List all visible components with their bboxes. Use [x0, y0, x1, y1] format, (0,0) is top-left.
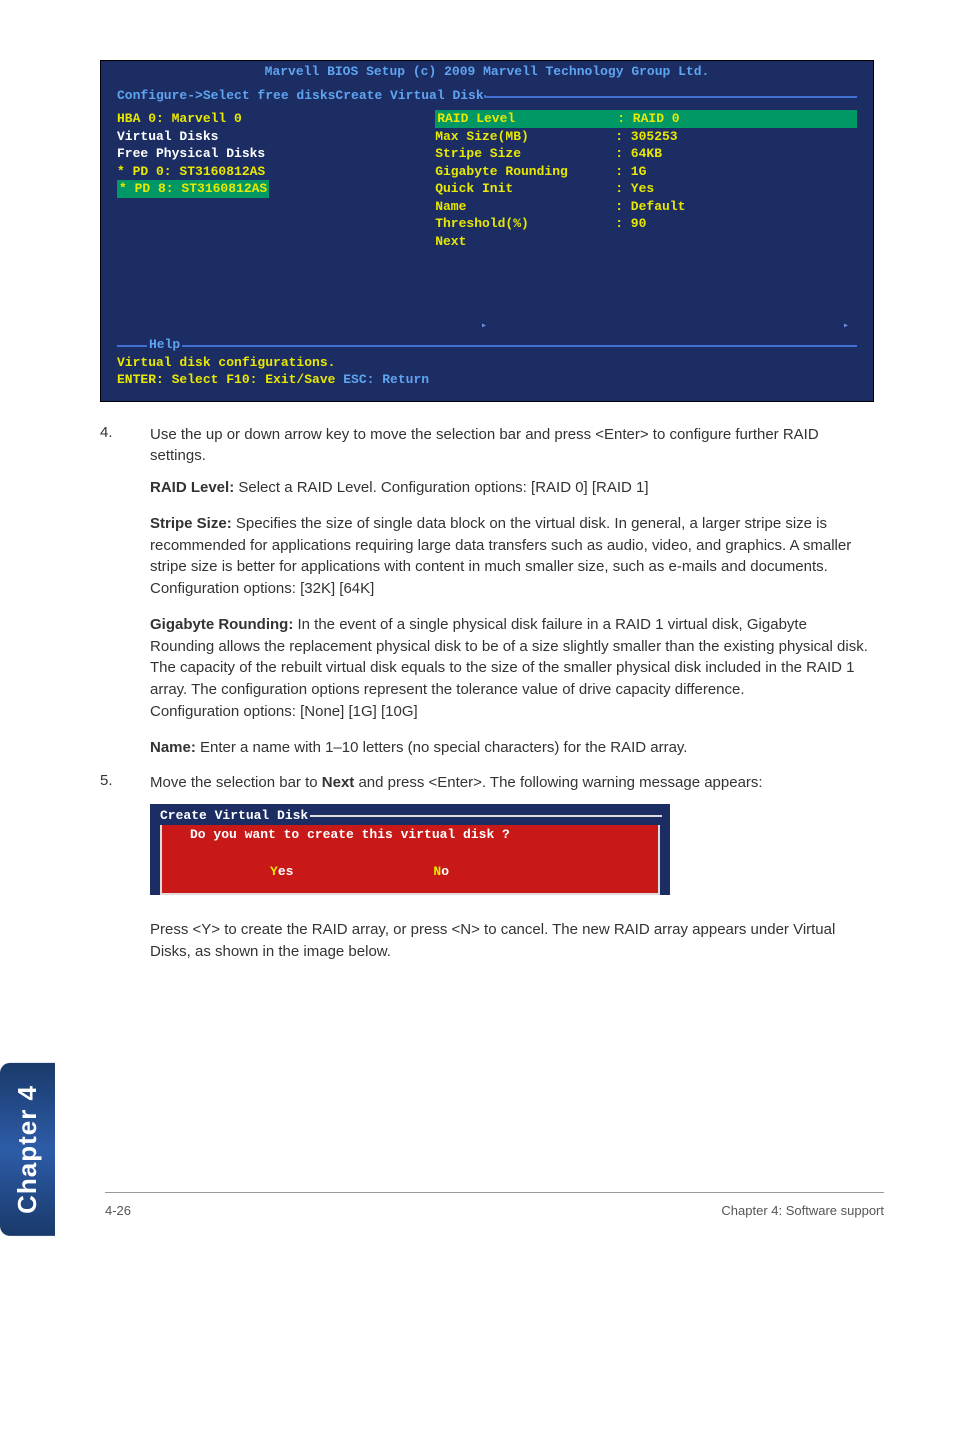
- page-footer: Chapter 4 4-26 Chapter 4: Software suppo…: [0, 1063, 954, 1236]
- arrow-right: ▸: [843, 320, 849, 334]
- warning-question: Do you want to create this virtual disk …: [190, 827, 640, 842]
- raid-level-para: RAID Level: Select a RAID Level. Configu…: [150, 477, 874, 499]
- threshold-row: Threshold(%) : 90: [435, 215, 857, 233]
- hba-line: HBA 0: Marvell 0: [117, 110, 427, 128]
- page-number: 4-26: [105, 1203, 131, 1218]
- after-warning-para: Press <Y> to create the RAID array, or p…: [150, 919, 874, 963]
- name-para: Name: Enter a name with 1–10 letters (no…: [150, 737, 874, 759]
- arrow-mid: ▸: [481, 320, 487, 334]
- step-5: 5. Move the selection bar to Next and pr…: [100, 772, 874, 794]
- qinit-row: Quick Init : Yes: [435, 180, 857, 198]
- next-row: Next: [435, 233, 857, 251]
- stripe-row: Stripe Size : 64KB: [435, 145, 857, 163]
- warning-dialog: Create Virtual Disk Do you want to creat…: [150, 804, 670, 895]
- help-label: Help: [147, 337, 182, 352]
- bios-path: Configure->Select free disksCreate Virtu…: [117, 87, 484, 105]
- gb-para: Gigabyte Rounding: In the event of a sin…: [150, 614, 874, 723]
- step-5-number: 5.: [100, 772, 150, 794]
- bios-screenshot: Marvell BIOS Setup (c) 2009 Marvell Tech…: [100, 60, 874, 402]
- raid-level-row: RAID Level : RAID 0: [435, 110, 857, 128]
- free-physical-disks-line: Free Physical Disks: [117, 145, 427, 163]
- step-5-body: Move the selection bar to Next and press…: [150, 772, 874, 794]
- pd0-line: * PD 0: ST3160812AS: [117, 163, 427, 181]
- chapter-tab: Chapter 4: [0, 1063, 55, 1236]
- bios-left-panel: HBA 0: Marvell 0 Virtual Disks Free Phys…: [117, 110, 435, 250]
- bios-keys: ENTER: Select F10: Exit/Save ESC: Return: [117, 371, 857, 389]
- name-row: Name : Default: [435, 198, 857, 216]
- step-4: 4. Use the up or down arrow key to move …: [100, 424, 874, 468]
- arrow-row: ▸ ▸: [117, 320, 857, 334]
- no-option: No: [433, 864, 449, 879]
- warning-title: Create Virtual Disk: [158, 808, 310, 823]
- max-size-row: Max Size(MB) : 305253: [435, 128, 857, 146]
- gb-row: Gigabyte Rounding : 1G: [435, 163, 857, 181]
- stripe-para: Stripe Size: Specifies the size of singl…: [150, 513, 874, 600]
- pd8-highlight: * PD 8: ST3160812AS: [117, 180, 269, 198]
- bios-header: Marvell BIOS Setup (c) 2009 Marvell Tech…: [117, 63, 857, 81]
- pd8-row: * PD 8: ST3160812AS: [117, 180, 427, 198]
- virtual-disks-line: Virtual Disks: [117, 128, 427, 146]
- page-content: Marvell BIOS Setup (c) 2009 Marvell Tech…: [0, 0, 954, 963]
- vdisk-config-text: Virtual disk configurations.: [117, 354, 857, 372]
- bios-right-panel: RAID Level : RAID 0 Max Size(MB) : 30525…: [435, 110, 857, 250]
- step-4-number: 4.: [100, 424, 150, 468]
- step-4-body: Use the up or down arrow key to move the…: [150, 424, 874, 468]
- yes-option: Yes: [270, 864, 293, 879]
- help-divider: Help: [117, 336, 857, 354]
- chapter-title: Chapter 4: Software support: [721, 1203, 884, 1218]
